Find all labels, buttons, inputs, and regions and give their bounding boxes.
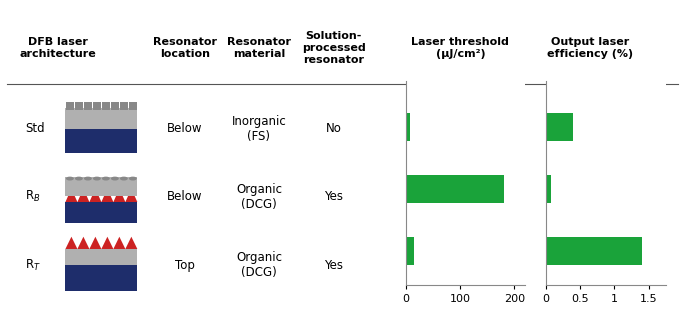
Bar [66, 249, 138, 265]
Polygon shape [66, 237, 77, 249]
Bar [66, 202, 138, 223]
Text: Organic
(DCG): Organic (DCG) [236, 251, 282, 279]
Text: Std: Std [25, 122, 45, 135]
Text: Inorganic
(FS): Inorganic (FS) [232, 115, 286, 143]
Polygon shape [125, 237, 137, 249]
Text: Yes: Yes [324, 259, 343, 272]
Polygon shape [77, 188, 89, 202]
Bar [102, 102, 110, 110]
Bar [129, 102, 137, 110]
Text: Resonator
material: Resonator material [227, 37, 291, 59]
Text: Output laser
efficiency (%): Output laser efficiency (%) [547, 37, 634, 59]
Polygon shape [125, 188, 137, 202]
Polygon shape [113, 237, 125, 249]
Text: Organic
(DCG): Organic (DCG) [236, 183, 282, 211]
Text: Top: Top [175, 259, 195, 272]
Text: Resonator
location: Resonator location [153, 37, 217, 59]
Polygon shape [101, 188, 113, 202]
Polygon shape [113, 188, 125, 202]
Text: R$_T$: R$_T$ [25, 258, 41, 272]
Text: Below: Below [167, 190, 203, 203]
Text: Below: Below [167, 122, 203, 135]
Bar [406, 113, 410, 141]
Ellipse shape [111, 177, 119, 180]
Bar [406, 175, 503, 203]
Bar [546, 175, 551, 203]
Bar [66, 108, 138, 129]
Polygon shape [101, 237, 113, 249]
Ellipse shape [102, 177, 110, 180]
Bar [75, 102, 83, 110]
Bar [66, 102, 74, 110]
Text: R$_B$: R$_B$ [25, 189, 41, 204]
Bar [546, 113, 573, 141]
Polygon shape [66, 188, 77, 202]
Bar [111, 102, 119, 110]
Text: Yes: Yes [324, 190, 343, 203]
Bar [120, 102, 128, 110]
Ellipse shape [75, 177, 83, 180]
Polygon shape [89, 237, 101, 249]
Ellipse shape [93, 177, 101, 180]
Text: Solution-
processed
resonator: Solution- processed resonator [301, 31, 366, 65]
Bar [546, 237, 642, 265]
Bar [66, 129, 138, 153]
Text: DFB laser
architecture: DFB laser architecture [20, 37, 97, 59]
Bar [93, 102, 101, 110]
Bar [66, 265, 138, 291]
Bar [406, 237, 414, 265]
Bar [84, 102, 92, 110]
Ellipse shape [120, 177, 128, 180]
Text: No: No [325, 122, 342, 135]
Ellipse shape [66, 177, 74, 180]
Ellipse shape [84, 177, 92, 180]
Polygon shape [77, 237, 89, 249]
Text: Laser threshold
(μJ/cm²): Laser threshold (μJ/cm²) [412, 37, 509, 59]
Bar [66, 177, 138, 196]
Polygon shape [89, 188, 101, 202]
Ellipse shape [129, 177, 137, 180]
